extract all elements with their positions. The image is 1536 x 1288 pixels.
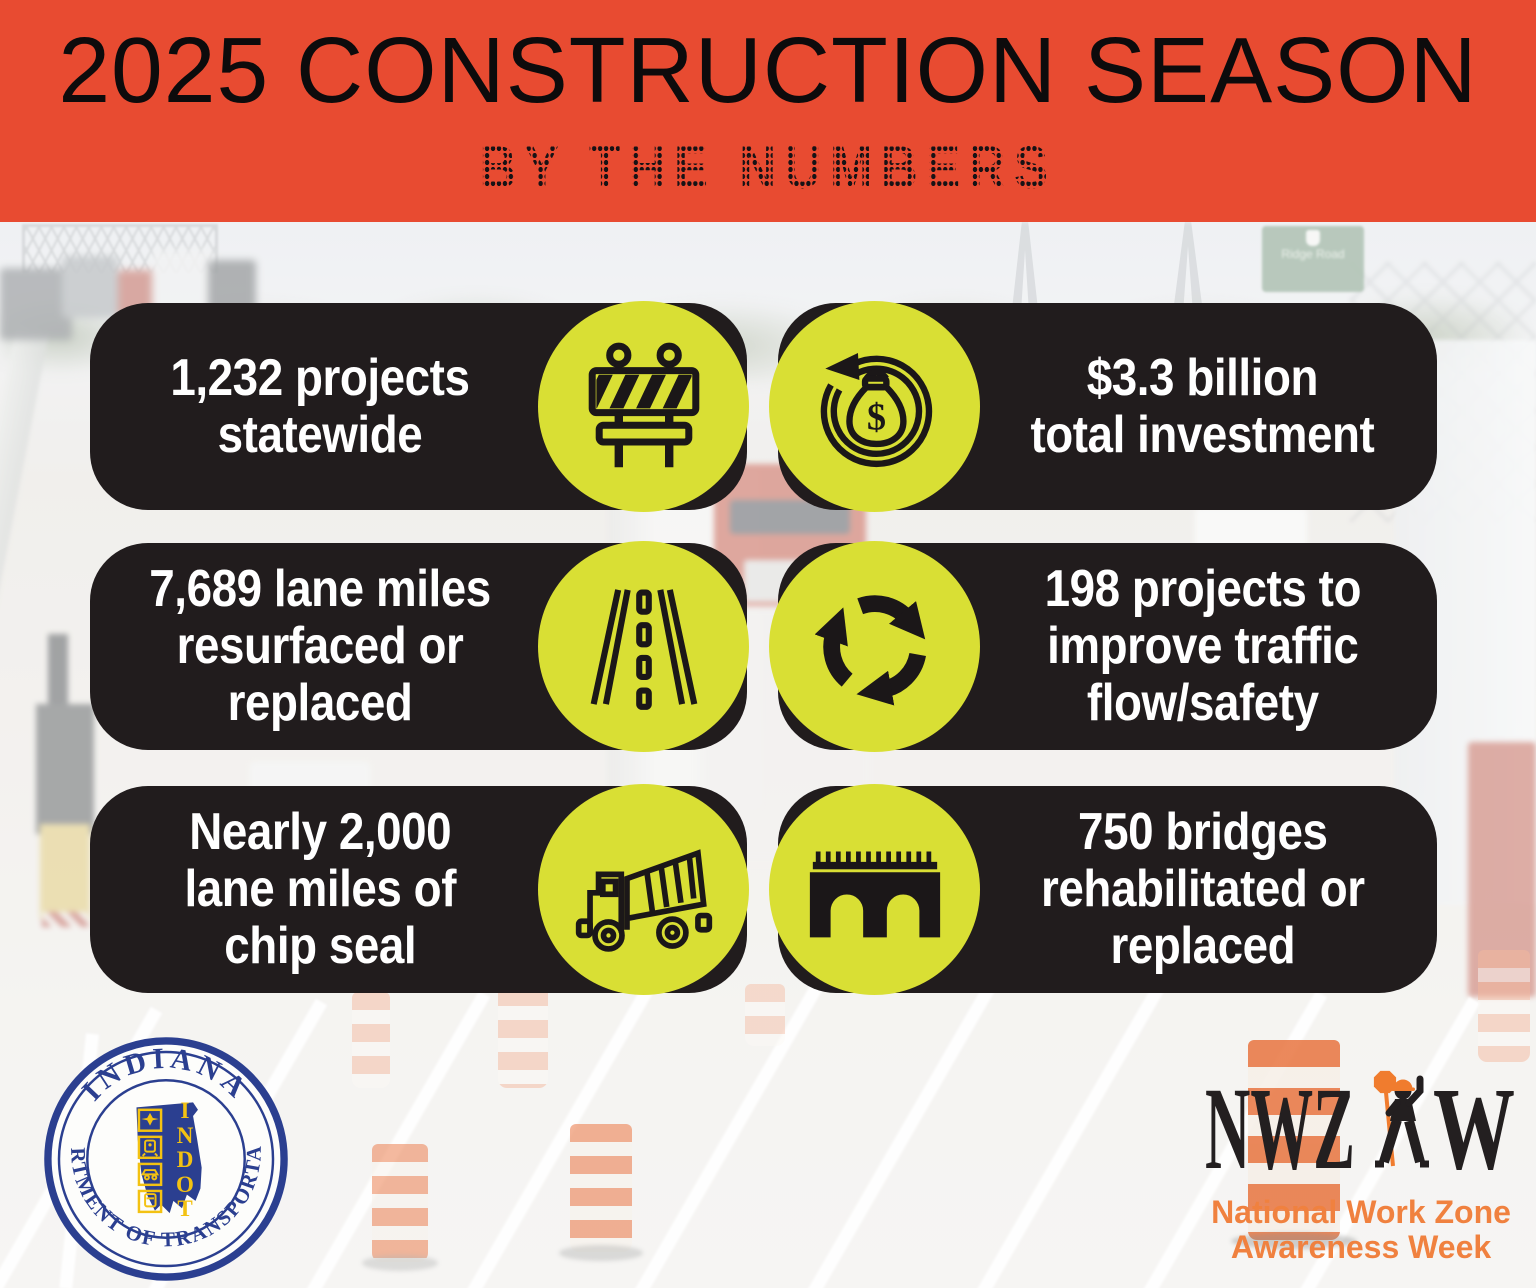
traffic-barrel — [1478, 950, 1530, 1062]
construction-barrier-icon — [588, 342, 699, 467]
poster-subtitle: BY THE NUMBERS — [115, 138, 1421, 198]
stat-icon-circle: $ — [769, 301, 980, 512]
stat-icon-circle — [538, 301, 749, 512]
stat-label: 7,689 lane miles resurfaced or replaced — [149, 560, 491, 732]
traffic-barrel — [498, 988, 548, 1088]
poster-title: 2025 CONSTRUCTION SEASON — [58, 18, 1478, 122]
car-icon — [140, 1169, 160, 1176]
background-construction-vehicle — [36, 634, 96, 974]
stat-icon-circle — [538, 784, 749, 995]
background-truck — [0, 268, 72, 340]
stop-sign-icon — [1373, 1070, 1397, 1094]
road-lanes-icon — [590, 588, 697, 710]
nwzaw-tagline: National Work Zone Awareness Week — [1205, 1195, 1517, 1265]
indot-acronym: I N D O T — [176, 1098, 194, 1221]
indot-seal-icon: INDIANA DEPARTMENT OF TRANSPORTATION — [34, 1017, 288, 1281]
nwzaw-letters-left: NWZ — [1205, 1064, 1355, 1190]
stat-label: Nearly 2,000 lane miles of chip seal — [184, 803, 456, 975]
stat-traffic-flow-projects: 198 projects to improve traffic flow/saf… — [0, 541, 1536, 752]
stat-icon-circle — [769, 541, 980, 752]
traffic-barrel — [745, 984, 785, 1046]
roundabout-arrows-icon — [805, 577, 945, 717]
dump-truck-icon — [575, 848, 712, 952]
nwzaw-tagline-line1: National Work Zone — [1211, 1194, 1511, 1230]
traffic-barrel — [352, 992, 390, 1088]
stat-projects-statewide: 1,232 projects statewide — [0, 301, 1536, 512]
stat-chip-seal-miles: Nearly 2,000 lane miles of chip seal — [0, 784, 1536, 995]
indot-logo: INDIANA DEPARTMENT OF TRANSPORTATION — [34, 1017, 289, 1282]
stat-icon-circle — [538, 541, 749, 752]
stat-total-investment: $3.3 billion total investment $ — [0, 301, 1536, 512]
nwzaw-wordmark: NWZ W — [1205, 1063, 1515, 1194]
train-icon — [144, 1139, 156, 1153]
traffic-barrel — [1231, 1040, 1357, 1249]
stat-bridges-rehabilitated: 750 bridges rehabilitated or replaced — [0, 784, 1536, 995]
stat-label: 1,232 projects statewide — [170, 348, 470, 464]
background-exit-sign: Ridge Road — [1262, 226, 1364, 292]
vehicle-hazard-stripe — [42, 912, 88, 927]
bridge-icon — [809, 851, 940, 937]
stat-icon-circle — [769, 784, 980, 995]
vehicle-body — [36, 704, 94, 834]
header-banner: 2025 CONSTRUCTION SEASON BY THE NUMBERS — [0, 0, 1536, 222]
background-traffic-cluster — [0, 244, 270, 384]
svg-text:$: $ — [866, 396, 885, 438]
money-bag-refresh-icon: $ — [820, 352, 932, 467]
stat-label: 750 bridges rehabilitated or replaced — [1040, 803, 1365, 975]
seal-transport-icons — [137, 1108, 163, 1214]
stat-label: $3.3 billion total investment — [1030, 348, 1375, 464]
stat-label: 198 projects to improve traffic flow/saf… — [1044, 560, 1361, 732]
route-shield-icon — [1306, 230, 1320, 246]
exit-sign-text: Ridge Road — [1281, 247, 1345, 261]
stat-lane-miles-resurfaced: 7,689 lane miles resurfaced or replaced — [0, 541, 1536, 752]
background-truck — [62, 256, 118, 318]
traffic-barrel — [558, 1124, 644, 1261]
nwzaw-letters-right: W — [1433, 1064, 1515, 1190]
plane-icon — [141, 1112, 159, 1126]
nwzaw-logo: NWZ W National Work Zone Awareness Week — [1205, 1063, 1517, 1265]
bus-icon — [144, 1193, 157, 1208]
vehicle-cab — [40, 824, 90, 919]
nwzaw-tagline-line2: Awareness Week — [1230, 1229, 1492, 1265]
traffic-barrel — [361, 1144, 439, 1271]
flagger-person-icon — [1373, 1070, 1429, 1168]
